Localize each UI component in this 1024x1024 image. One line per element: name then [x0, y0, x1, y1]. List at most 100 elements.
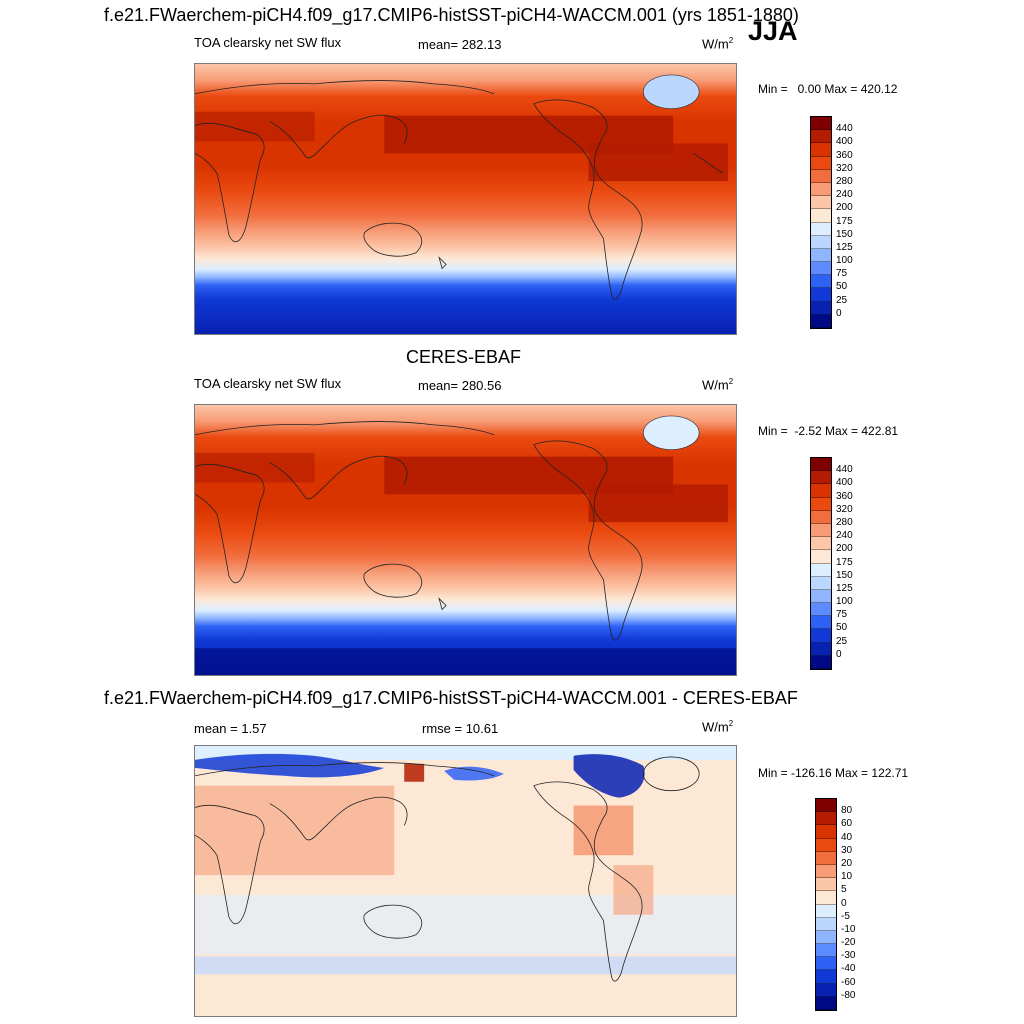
panel2-colorbar-swatch: [811, 655, 831, 669]
panel3-colorbar-swatch: [816, 825, 836, 839]
panel2-colorbar-tick-label: 125: [836, 582, 853, 594]
panel3-colorbar-tick-label: 10: [841, 871, 853, 883]
panel2-colorbar-tick-label: 440: [836, 464, 853, 476]
panel1-colorbar-tick-label: 200: [836, 202, 853, 214]
panel3-mean-label: mean = 1.57: [194, 721, 267, 736]
panel1-colorbar-swatch: [811, 117, 831, 131]
panel2-colorbar-tick-label: 50: [836, 622, 848, 634]
panel3-colorbar-tick-label: 20: [841, 857, 853, 869]
panel3-colorbar-swatch: [816, 996, 836, 1010]
panel3-colorbar-tick-label: -5: [841, 910, 850, 922]
panel2-colorbar-tick-label: 0: [836, 648, 842, 660]
panel2-colorbar: [810, 457, 832, 670]
panel1-map: [194, 63, 737, 335]
panel1-mean-label: mean= 282.13: [418, 37, 502, 52]
panel3-colorbar-tick-label: 30: [841, 844, 853, 856]
panel3-colorbar-swatch: [816, 983, 836, 997]
panel3-colorbar-tick-label: 80: [841, 805, 853, 817]
panel3-colorbar-swatch: [816, 812, 836, 826]
panel1-colorbar-tick-label: 25: [836, 294, 848, 306]
panel1-colorbar-swatch: [811, 235, 831, 249]
panel2-colorbar-tick-label: 100: [836, 596, 853, 608]
panel2-units: W/m2: [702, 377, 734, 393]
panel3-colorbar-tick-label: -80: [841, 989, 856, 1001]
panel1-colorbar-swatch: [811, 196, 831, 210]
panel3-colorbar-tick-label: -30: [841, 950, 856, 962]
panel2-title: CERES-EBAF: [406, 347, 522, 367]
panel1-colorbar-swatch: [811, 156, 831, 170]
panel3-colorbar-swatch: [816, 917, 836, 931]
panel1-colorbar-swatch: [811, 130, 831, 144]
panel1-minmax: Min = 0.00 Max = 420.12: [758, 82, 898, 96]
panel3-map: [194, 745, 737, 1017]
panel2-minmax: Min = -2.52 Max = 422.81: [758, 424, 899, 438]
panel1-colorbar-tick-label: 75: [836, 268, 848, 280]
panel1-colorbar-tick-label: 0: [836, 307, 842, 319]
panel3-title: f.e21.FWaerchem-piCH4.f09_g17.CMIP6-hist…: [104, 688, 798, 708]
panel3-colorbar-labels: 80 60 40 30 20 10 5 0 -5 -10 -20 -30 -40 -60 -80: [841, 798, 881, 1011]
panel3-colorbar-swatch: [816, 904, 836, 918]
panel2-colorbar-labels: 440 400 360 320 280 240 200 175 150 125 100 75 50 25 0: [836, 457, 876, 670]
panel1-colorbar-tick-label: 280: [836, 175, 853, 187]
panel3-colorbar-tick-label: -40: [841, 963, 856, 975]
panel1-colorbar-tick-label: 400: [836, 136, 853, 148]
panel3-colorbar-tick-label: 0: [841, 897, 847, 909]
panel2-colorbar-tick-label: 280: [836, 516, 853, 528]
panel2-colorbar-swatch: [811, 458, 831, 472]
panel3-minmax: Min = -126.16 Max = 122.71: [758, 766, 909, 780]
panel1-units: W/m2: [702, 36, 734, 52]
panel1-colorbar-swatch: [811, 262, 831, 276]
panel2-colorbar-swatch: [811, 589, 831, 604]
panel2-mean-label: mean= 280.56: [418, 378, 502, 393]
panel2-colorbar-tick-label: 400: [836, 477, 853, 489]
panel1-colorbar-tick-label: 175: [836, 215, 853, 227]
panel1-colorbar-tick-label: 50: [836, 281, 848, 293]
panel1-colorbar-swatch: [811, 248, 831, 263]
panel1-title: f.e21.FWaerchem-piCH4.f09_g17.CMIP6-hist…: [104, 5, 799, 25]
panel2-colorbar-swatch: [811, 576, 831, 590]
panel2-colorbar-swatch: [811, 550, 831, 564]
panel2-colorbar-swatch: [811, 603, 831, 617]
panel3-units: W/m2: [702, 719, 734, 735]
panel3-colorbar-swatch: [816, 864, 836, 879]
panel3-colorbar-swatch: [816, 891, 836, 905]
panel2-colorbar-tick-label: 320: [836, 503, 853, 515]
panel1-colorbar-swatch: [811, 169, 831, 183]
panel1-colorbar-swatch: [811, 143, 831, 157]
panel2-colorbar-swatch: [811, 523, 831, 538]
panel2-colorbar-swatch: [811, 510, 831, 524]
panel1-colorbar-tick-label: 360: [836, 149, 853, 161]
panel2-colorbar-tick-label: 240: [836, 530, 853, 542]
panel1-colorbar-tick-label: 440: [836, 123, 853, 135]
panel1-colorbar-tick-label: 320: [836, 162, 853, 174]
panel2-colorbar-swatch: [811, 497, 831, 511]
panel1-colorbar-tick-label: 125: [836, 241, 853, 253]
panel3-colorbar-tick-label: 5: [841, 884, 847, 896]
panel1-colorbar-swatch: [811, 222, 831, 236]
panel3-colorbar-swatch: [816, 930, 836, 945]
panel1-colorbar: [810, 116, 832, 329]
panel2-colorbar-tick-label: 150: [836, 569, 853, 581]
panel2-colorbar-swatch: [811, 642, 831, 656]
panel3-colorbar-tick-label: -20: [841, 937, 856, 949]
panel1-colorbar-swatch: [811, 182, 831, 197]
panel1-colorbar-tick-label: 100: [836, 255, 853, 267]
panel3-colorbar-swatch: [816, 970, 836, 984]
panel2-colorbar-tick-label: 75: [836, 609, 848, 621]
panel1-colorbar-swatch: [811, 209, 831, 223]
panel2-colorbar-swatch: [811, 484, 831, 498]
panel2-colorbar-swatch: [811, 471, 831, 485]
panel2-field-label: TOA clearsky net SW flux: [194, 376, 342, 391]
panel3-colorbar-tick-label: 60: [841, 818, 853, 830]
panel2-colorbar-tick-label: 175: [836, 556, 853, 568]
season-label: JJA: [748, 16, 798, 46]
panel2-map: [194, 404, 737, 676]
panel2-colorbar-swatch: [811, 537, 831, 551]
panel2-colorbar-swatch: [811, 616, 831, 630]
panel2-colorbar-swatch: [811, 563, 831, 577]
panel1-colorbar-swatch: [811, 301, 831, 315]
panel1-colorbar-swatch: [811, 288, 831, 302]
panel2-colorbar-tick-label: 200: [836, 543, 853, 555]
panel1-field-label: TOA clearsky net SW flux: [194, 35, 342, 50]
panel3-colorbar-swatch: [816, 851, 836, 865]
